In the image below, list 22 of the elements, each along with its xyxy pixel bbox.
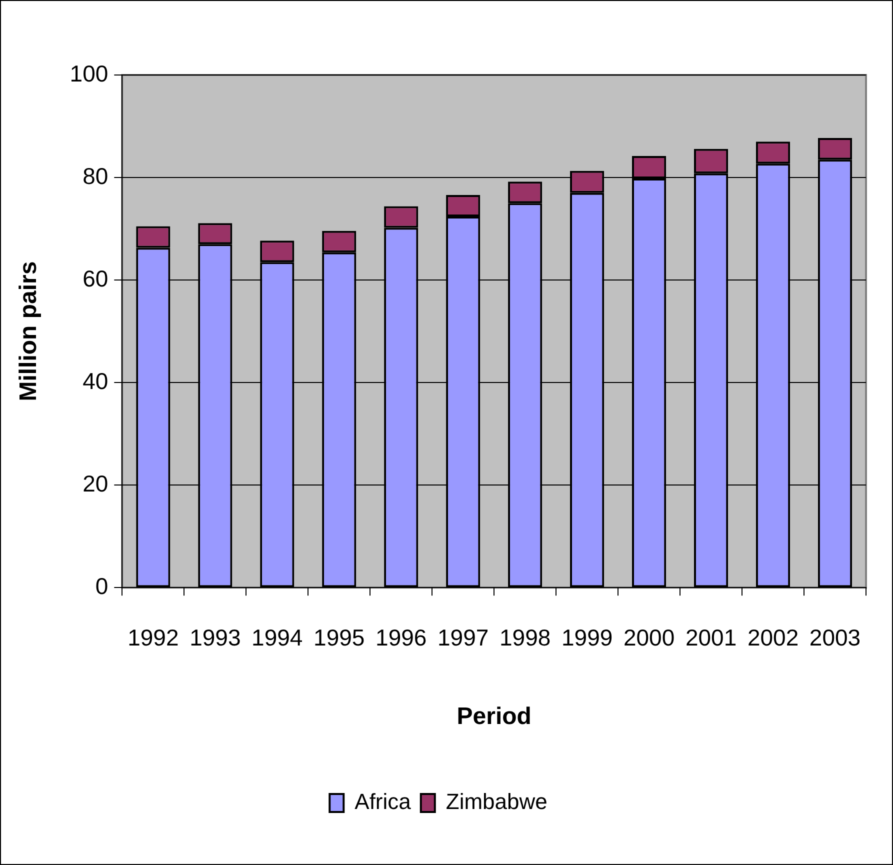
x-tick-label: 1998 xyxy=(499,624,551,651)
x-tick-label: 1995 xyxy=(314,624,365,651)
x-tick-label: 2003 xyxy=(809,624,861,651)
y-tick-label: 100 xyxy=(70,60,108,86)
x-tick-label: 2001 xyxy=(685,624,737,651)
x-axis-title: Period xyxy=(456,703,532,730)
x-tick-label: 1997 xyxy=(438,624,489,651)
x-tick-label: 1992 xyxy=(128,624,179,651)
x-tick-label: 1994 xyxy=(252,624,303,651)
legend-label: Zimbabwe xyxy=(446,789,548,814)
y-tick-label: 80 xyxy=(82,162,108,189)
y-tick-label: 20 xyxy=(82,470,108,496)
legend-label: Africa xyxy=(354,789,412,814)
y-axis-title: Million pairs xyxy=(15,261,42,402)
y-tick-label: 0 xyxy=(95,572,108,599)
x-tick-label: 1996 xyxy=(376,624,427,651)
x-tick-label: 1999 xyxy=(561,624,613,651)
y-tick-label: 60 xyxy=(82,265,108,292)
x-tick-label: 1993 xyxy=(190,624,241,651)
x-tick-label: 2002 xyxy=(747,624,799,651)
y-tick-label: 40 xyxy=(82,368,108,394)
x-tick-label: 2000 xyxy=(623,624,675,651)
